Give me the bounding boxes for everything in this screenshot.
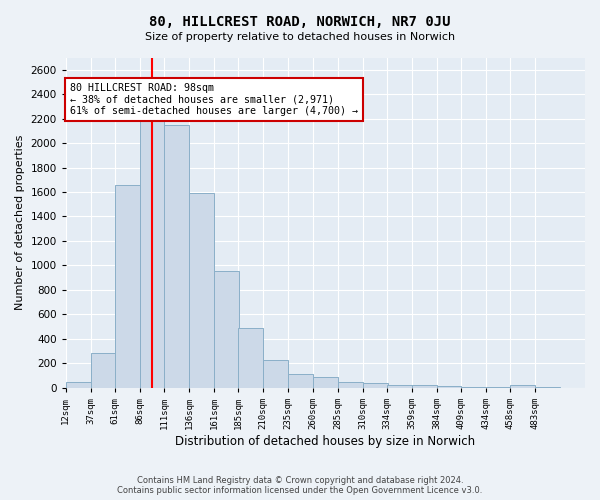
Bar [140,121,164,388]
Bar [91,354,116,388]
Bar [437,386,461,388]
Bar [238,328,263,388]
Bar [164,125,190,388]
Bar [66,382,91,388]
Bar [510,386,535,388]
Bar [363,383,388,388]
Bar [115,184,140,388]
Bar [338,382,363,388]
Bar [190,193,214,388]
Text: 80 HILLCREST ROAD: 98sqm
← 38% of detached houses are smaller (2,971)
61% of sem: 80 HILLCREST ROAD: 98sqm ← 38% of detach… [70,83,358,116]
Bar [288,374,313,388]
Bar [263,360,288,388]
Bar [461,386,487,388]
Text: Size of property relative to detached houses in Norwich: Size of property relative to detached ho… [145,32,455,42]
Bar [412,386,437,388]
X-axis label: Distribution of detached houses by size in Norwich: Distribution of detached houses by size … [175,434,475,448]
Bar [313,378,338,388]
Y-axis label: Number of detached properties: Number of detached properties [15,135,25,310]
Bar [387,385,412,388]
Text: 80, HILLCREST ROAD, NORWICH, NR7 0JU: 80, HILLCREST ROAD, NORWICH, NR7 0JU [149,15,451,29]
Bar [214,272,239,388]
Text: Contains HM Land Registry data © Crown copyright and database right 2024.
Contai: Contains HM Land Registry data © Crown c… [118,476,482,495]
